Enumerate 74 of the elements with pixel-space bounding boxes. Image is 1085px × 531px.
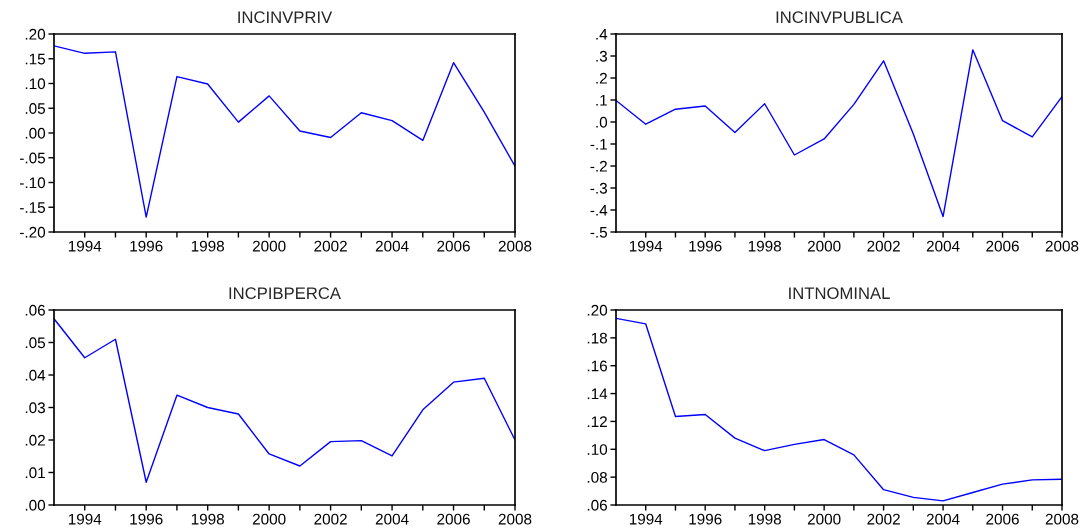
y-tick-label: .05 — [25, 337, 46, 349]
x-tick-label: 2004 — [375, 513, 409, 525]
x-tick-label: 1996 — [689, 513, 722, 525]
chart-title: INCPIBPERCA — [229, 287, 341, 300]
x-tick-label: 1998 — [748, 513, 781, 525]
x-tick-label: 2006 — [986, 240, 1019, 252]
chart-title: INCINVPRIV — [238, 11, 333, 24]
y-tick-label: .04 — [25, 369, 46, 381]
x-tick-label: 2000 — [252, 240, 286, 252]
x-tick-label: 2002 — [314, 240, 347, 252]
y-tick-label: .06 — [25, 304, 45, 316]
y-tick-label: .05 — [25, 103, 46, 114]
x-tick-label: 1994 — [629, 513, 663, 525]
y-tick-label: .00 — [25, 127, 46, 139]
x-tick-label: 1996 — [130, 513, 163, 525]
x-tick-label: 2004 — [375, 240, 409, 252]
x-tick-label: 1996 — [689, 240, 722, 252]
y-tick-label: -.20 — [20, 226, 46, 238]
y-tick-label: .01 — [25, 467, 45, 479]
y-tick-label: .10 — [25, 78, 46, 90]
y-tick-label: .18 — [587, 332, 607, 344]
y-tick-label: .12 — [587, 416, 607, 427]
y-tick-label: .06 — [587, 499, 607, 511]
x-tick-label: 1996 — [130, 240, 163, 252]
y-tick-label: .20 — [587, 304, 608, 316]
line-series — [616, 49, 1062, 218]
y-tick-label: .3 — [596, 50, 607, 62]
y-tick-label: .20 — [25, 28, 46, 40]
y-tick-label: .1 — [596, 95, 607, 106]
y-tick-label: .0 — [596, 116, 608, 128]
line-series — [616, 317, 1062, 502]
y-tick-label: -.1 — [590, 139, 607, 150]
y-tick-label: .15 — [25, 53, 46, 65]
x-tick-label: 1998 — [191, 513, 224, 525]
x-tick-label: 2008 — [1045, 240, 1079, 252]
x-tick-label: 1998 — [748, 240, 781, 252]
y-tick-label: -.4 — [590, 205, 608, 216]
y-tick-label: -.5 — [590, 227, 608, 238]
y-tick-label: -.15 — [20, 202, 46, 213]
y-tick-label: .02 — [25, 434, 45, 446]
y-tick-label: .10 — [587, 444, 608, 455]
x-tick-label: 1994 — [68, 513, 102, 525]
x-tick-label: 2000 — [252, 513, 286, 525]
x-tick-label: 2006 — [986, 513, 1019, 525]
y-tick-label: .2 — [596, 72, 607, 84]
y-tick-label: .14 — [587, 388, 608, 400]
chart-title: INCINVPUBLICA — [776, 11, 903, 24]
y-tick-label: .08 — [587, 472, 607, 483]
y-tick-label: -.10 — [20, 177, 46, 189]
y-tick-label: .4 — [596, 29, 608, 40]
y-tick-label: .03 — [25, 402, 45, 414]
x-tick-label: 2004 — [926, 240, 960, 252]
y-tick-label: .16 — [587, 360, 607, 372]
x-tick-label: 2006 — [437, 240, 470, 252]
chart-title: INTNOMINAL — [789, 287, 890, 300]
x-tick-label: 2008 — [498, 513, 532, 525]
x-tick-label: 2002 — [314, 513, 347, 525]
x-tick-label: 2002 — [867, 240, 900, 252]
x-tick-label: 2006 — [437, 513, 470, 525]
y-tick-label: .00 — [25, 499, 46, 511]
y-tick-label: -.2 — [590, 160, 607, 172]
y-tick-label: -.3 — [590, 182, 607, 194]
x-tick-label: 1994 — [68, 240, 102, 252]
x-tick-label: 2000 — [807, 513, 841, 525]
x-tick-label: 1998 — [191, 240, 224, 252]
x-tick-label: 1994 — [629, 240, 663, 252]
x-tick-label: 2002 — [867, 513, 900, 525]
line-series — [54, 45, 515, 218]
x-tick-label: 2004 — [926, 513, 960, 525]
x-tick-label: 2008 — [498, 240, 532, 252]
x-tick-label: 2000 — [807, 240, 841, 252]
line-series — [54, 318, 515, 483]
y-tick-label: -.05 — [20, 152, 46, 164]
x-tick-label: 2008 — [1045, 513, 1079, 525]
